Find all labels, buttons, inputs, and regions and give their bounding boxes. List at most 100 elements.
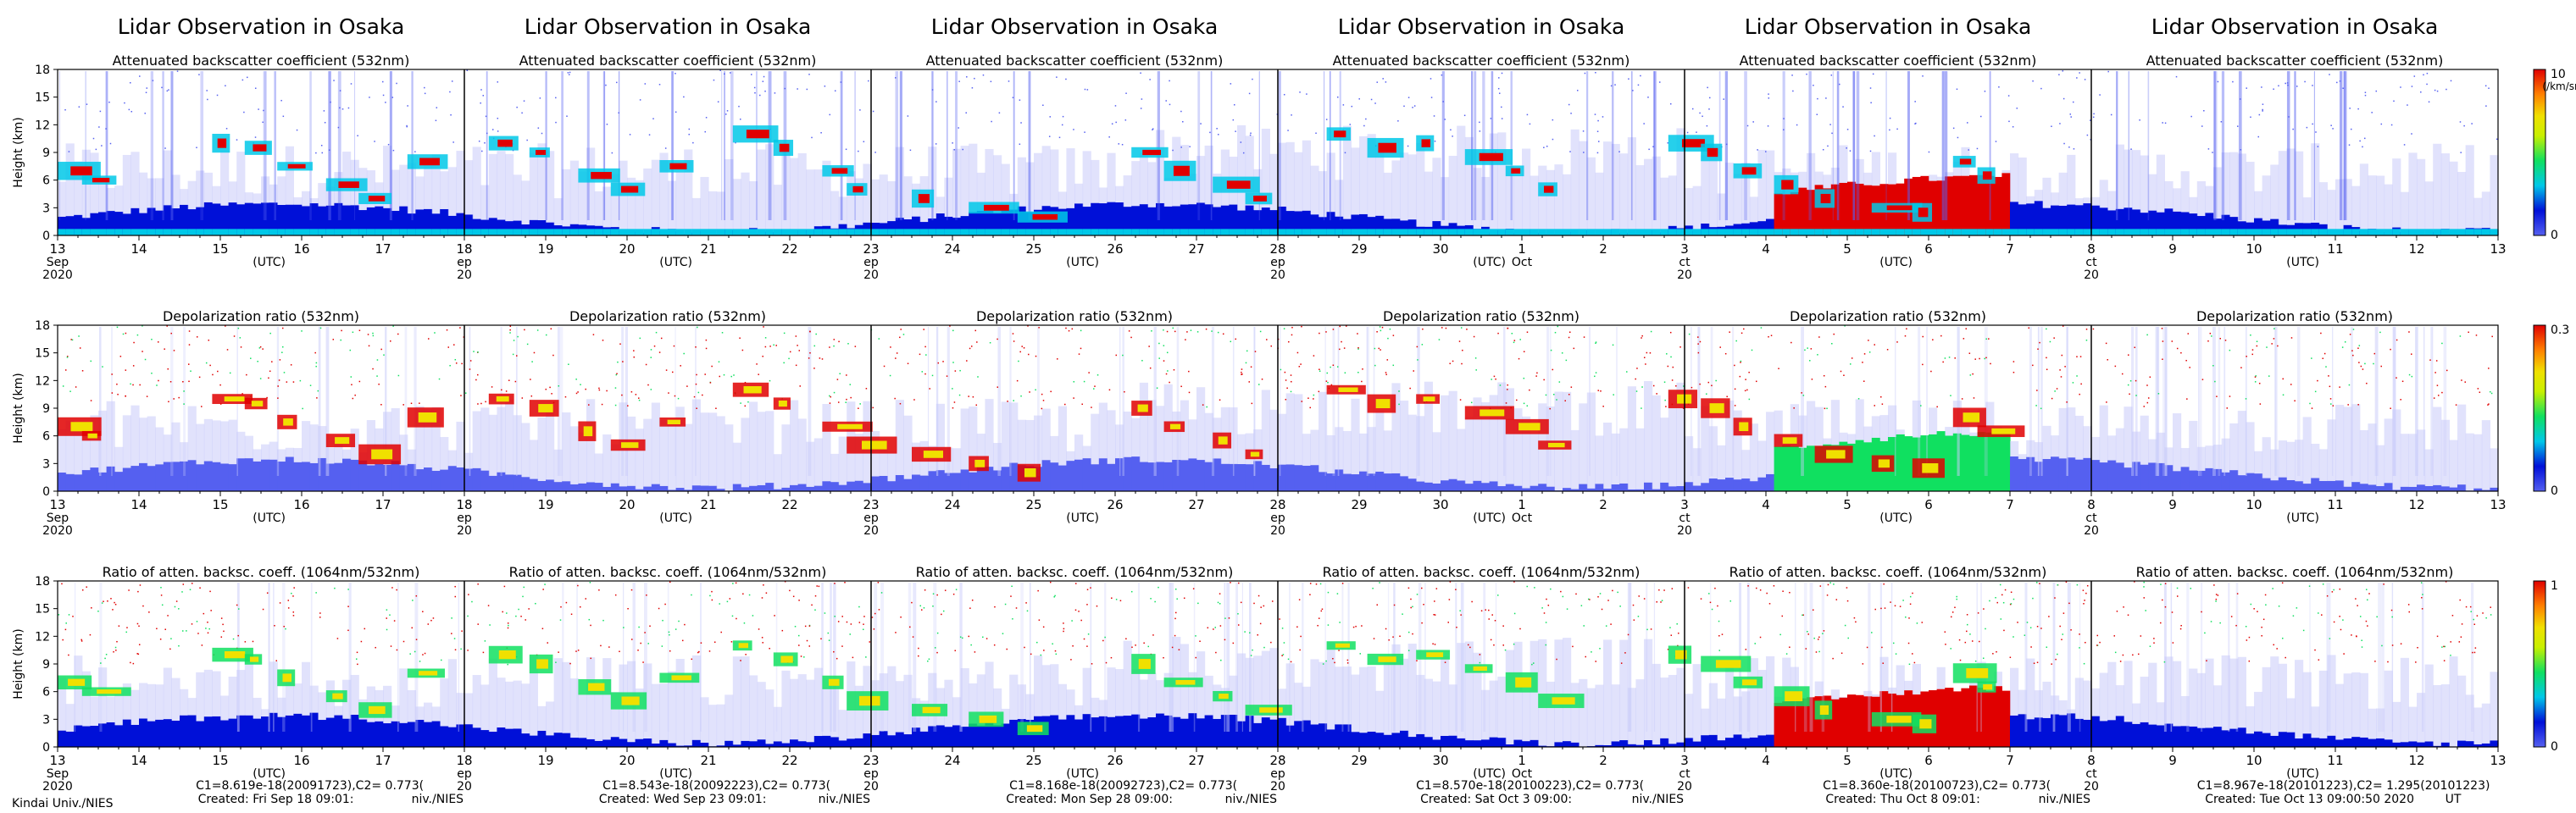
- noise-point: [2079, 72, 2080, 74]
- heatmap-cell: [163, 205, 172, 235]
- heatmap-cell: [2091, 688, 2101, 716]
- noise-point: [1757, 149, 1758, 151]
- heatmap-cell: [2205, 658, 2214, 728]
- heatmap-cell: [1319, 229, 1328, 235]
- noise-point: [199, 587, 201, 589]
- heatmap-cell: [2148, 462, 2157, 491]
- heatmap-cell: [1302, 434, 1311, 466]
- noise-point: [639, 337, 641, 340]
- heatmap-cell: [2051, 229, 2060, 235]
- noise-point: [764, 90, 766, 92]
- heatmap-cell: [1139, 152, 1148, 205]
- noise-point: [932, 606, 934, 607]
- heatmap-cell: [65, 216, 75, 235]
- heatmap-cell: [1879, 229, 1889, 235]
- noise-point: [614, 404, 617, 406]
- noise-point: [1751, 349, 1753, 351]
- heatmap-cell: [2286, 148, 2296, 225]
- heatmap-cell: [1123, 207, 1132, 235]
- heatmap-cell: [2140, 213, 2149, 235]
- noise-point: [577, 391, 579, 393]
- noise-point: [1979, 357, 1980, 360]
- heatmap-cell: [1066, 229, 1075, 235]
- heatmap-cell: [2026, 440, 2035, 457]
- heatmap-cell: [114, 692, 124, 726]
- noise-point: [484, 142, 486, 144]
- heatmap-cell: [2164, 465, 2174, 491]
- heatmap-cell: [757, 149, 766, 235]
- noise-point: [588, 618, 591, 621]
- heatmap-cell: [2270, 229, 2279, 235]
- noise-point: [1872, 73, 1874, 75]
- noise-point: [1596, 130, 1599, 132]
- signal-streak: [58, 71, 61, 220]
- heatmap-cell: [2124, 722, 2133, 747]
- x-boundary-month: ep: [457, 512, 472, 525]
- noise-point: [718, 361, 720, 362]
- noise-point: [2219, 337, 2221, 340]
- heatmap-cell: [220, 463, 230, 491]
- heatmap-cell: [1204, 145, 1213, 205]
- signal-streak: [1253, 327, 1256, 476]
- noise-point: [675, 73, 676, 75]
- heatmap-cell: [1269, 719, 1279, 747]
- noise-point: [668, 631, 670, 633]
- heatmap-cell: [569, 426, 579, 484]
- x-boundary-day: 28: [1269, 497, 1285, 512]
- heatmap-cell: [114, 725, 124, 747]
- heatmap-cell: [1115, 716, 1124, 747]
- noise-point: [225, 325, 226, 327]
- heatmap-cell: [447, 215, 457, 235]
- noise-point: [1188, 370, 1190, 373]
- noise-point: [1407, 145, 1409, 147]
- noise-point: [696, 373, 697, 376]
- heatmap-cell: [928, 726, 937, 747]
- heatmap-cell: [659, 739, 669, 747]
- x-tick-label: 16: [293, 497, 309, 512]
- noise-point: [1557, 325, 1559, 328]
- heatmap-cell: [90, 467, 99, 491]
- heatmap-cell: [285, 146, 294, 205]
- x-axis-unit: (UTC): [659, 256, 692, 269]
- heatmap-cell: [1367, 731, 1376, 747]
- noise-point: [1230, 582, 1231, 583]
- noise-point: [1493, 644, 1495, 646]
- noise-point: [1307, 397, 1309, 399]
- noise-point: [1558, 381, 1561, 383]
- noise-point: [2080, 383, 2082, 385]
- noise-point: [2261, 634, 2262, 637]
- noise-point: [2407, 604, 2410, 606]
- chart-rows: Attenuated backscatter coefficient (532n…: [12, 53, 2576, 794]
- heatmap-cell: [2196, 672, 2206, 728]
- noise-point: [104, 657, 106, 660]
- noise-point: [2411, 133, 2412, 135]
- noise-point: [1610, 85, 1613, 87]
- heatmap-cell: [318, 229, 327, 235]
- noise-point: [156, 628, 158, 630]
- heatmap-cell: [716, 489, 725, 491]
- noise-point: [2411, 86, 2413, 87]
- noise-point: [949, 325, 951, 327]
- heatmap-cell: [2067, 709, 2076, 714]
- heatmap-cell: [130, 689, 140, 725]
- heatmap-cell: [537, 730, 547, 747]
- noise-point: [1724, 352, 1727, 355]
- heatmap-cell: [2107, 435, 2117, 461]
- signal-streak: [933, 583, 937, 732]
- heatmap-cell: [2490, 740, 2499, 747]
- heatmap-cell: [180, 461, 189, 491]
- noise-point: [918, 647, 919, 650]
- noise-point: [1169, 103, 1171, 106]
- heatmap-cell: [553, 482, 563, 491]
- noise-point: [1232, 119, 1235, 121]
- noise-point: [347, 107, 350, 109]
- signal-streak: [1821, 583, 1825, 732]
- noise-point: [655, 331, 658, 334]
- noise-point: [1804, 349, 1806, 351]
- heatmap-cell: [1635, 744, 1645, 747]
- heatmap-cell: [187, 209, 197, 235]
- noise-point: [1073, 381, 1075, 383]
- heatmap-cell: [147, 178, 156, 208]
- noise-point: [1819, 585, 1822, 587]
- heatmap-cell: [2254, 451, 2263, 474]
